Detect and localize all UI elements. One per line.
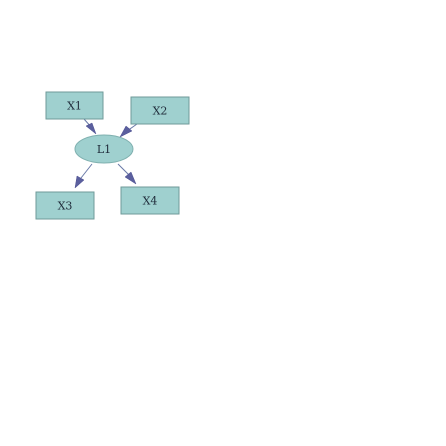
edges xyxy=(74,118,138,189)
indicator-label-x1: X1 xyxy=(67,100,82,113)
edge-l1-to-x4 xyxy=(117,163,137,185)
arrowhead xyxy=(124,171,137,185)
indicator-node-x3[interactable]: X3 xyxy=(35,191,95,220)
indicator-label-x2: X2 xyxy=(153,105,168,118)
arrowhead xyxy=(119,125,133,138)
edge-x1-to-l1 xyxy=(83,118,97,135)
indicator-node-x1[interactable]: X1 xyxy=(45,91,104,120)
arrowhead xyxy=(85,122,97,135)
arrowhead xyxy=(74,175,85,189)
indicator-node-x2[interactable]: X2 xyxy=(130,96,190,125)
edge-x2-to-l1 xyxy=(119,123,138,138)
edge-l1-to-x3 xyxy=(74,163,93,189)
latent-node-l1[interactable]: L1 xyxy=(74,134,134,164)
latent-label: L1 xyxy=(97,143,111,156)
indicator-label-x4: X4 xyxy=(143,195,158,208)
indicator-label-x3: X3 xyxy=(58,200,73,213)
indicator-node-x4[interactable]: X4 xyxy=(120,186,180,215)
